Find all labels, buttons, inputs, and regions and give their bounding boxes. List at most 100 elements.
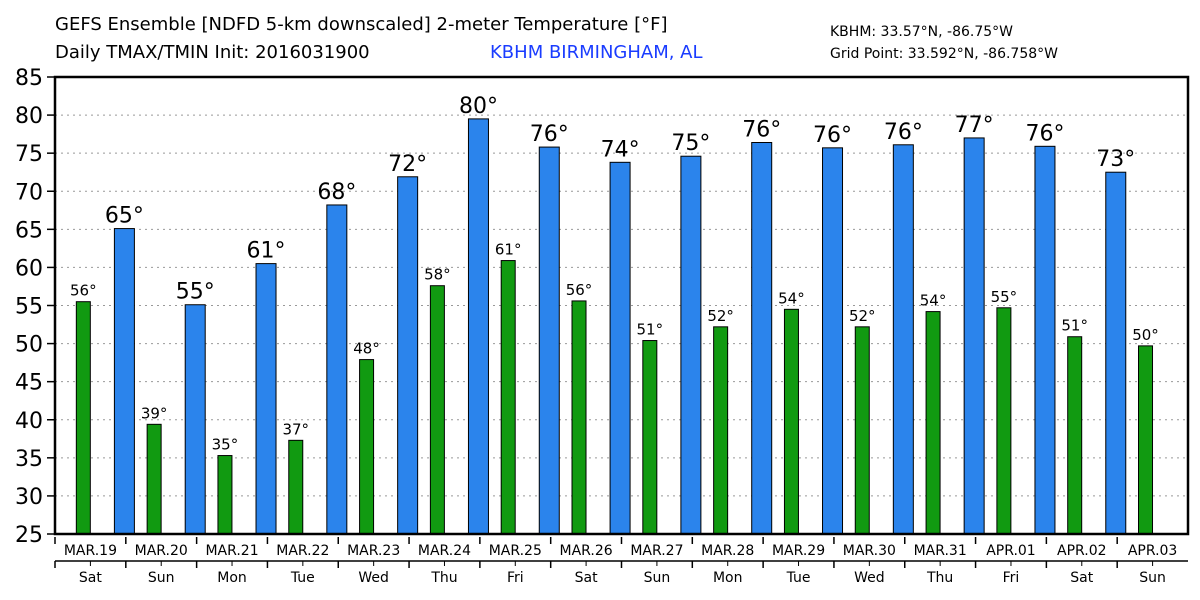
x-weekday-label: Fri bbox=[507, 570, 524, 586]
tmin-label: 35° bbox=[212, 436, 239, 454]
tmin-label: 56° bbox=[566, 281, 593, 299]
x-weekday-label: Tue bbox=[786, 570, 811, 586]
x-weekday-label: Sat bbox=[575, 570, 598, 586]
y-tick-label: 35 bbox=[15, 447, 43, 472]
grid-point-coords: Grid Point: 33.592°N, -86.758°W bbox=[830, 46, 1058, 62]
y-tick-label: 25 bbox=[15, 523, 43, 548]
x-date-label: MAR.23 bbox=[347, 543, 400, 559]
tmin-label: 54° bbox=[778, 289, 805, 307]
tmax-bar bbox=[1105, 171, 1127, 535]
x-weekday-label: Sun bbox=[1139, 570, 1166, 586]
tmax-bar bbox=[822, 147, 844, 535]
tmax-label: 76° bbox=[813, 123, 852, 148]
tmin-bar bbox=[1067, 336, 1083, 535]
tmin-bar bbox=[288, 439, 304, 535]
tmin-bar bbox=[571, 300, 587, 535]
y-tick-label: 65 bbox=[15, 218, 43, 243]
y-tick-label: 85 bbox=[15, 66, 43, 91]
y-tick-label: 60 bbox=[15, 256, 43, 281]
x-date-label: MAR.19 bbox=[64, 543, 117, 559]
station-name: KBHM BIRMINGHAM, AL bbox=[490, 42, 703, 63]
y-tick-label: 55 bbox=[15, 295, 43, 320]
tmax-label: 73° bbox=[1096, 147, 1135, 172]
y-tick-label: 30 bbox=[15, 485, 43, 510]
y-tick-label: 80 bbox=[15, 104, 43, 129]
x-date-label: MAR.28 bbox=[701, 543, 754, 559]
x-weekday-label: Thu bbox=[430, 570, 457, 586]
tmax-label: 76° bbox=[742, 118, 781, 143]
tmax-label: 77° bbox=[955, 113, 994, 138]
tmin-bar bbox=[359, 359, 375, 535]
tmax-label: 55° bbox=[176, 280, 215, 305]
tmax-label: 80° bbox=[459, 94, 498, 119]
tmin-label: 55° bbox=[991, 288, 1018, 306]
tmin-bar bbox=[713, 326, 729, 535]
tmin-bar bbox=[925, 311, 941, 535]
chart-subtitle: Daily TMAX/TMIN Init: 2016031900 bbox=[55, 42, 370, 63]
tmax-bar bbox=[184, 304, 206, 535]
tmax-bar bbox=[326, 204, 348, 535]
tmin-label: 54° bbox=[920, 292, 947, 310]
x-date-label: APR.03 bbox=[1128, 543, 1178, 559]
tmax-label: 75° bbox=[671, 131, 710, 156]
tmax-bar bbox=[609, 161, 631, 535]
tmin-label: 56° bbox=[70, 282, 97, 300]
x-date-label: MAR.24 bbox=[418, 543, 471, 559]
tmax-label: 76° bbox=[530, 122, 569, 147]
x-weekday-label: Tue bbox=[290, 570, 315, 586]
tmin-label: 51° bbox=[1061, 317, 1088, 335]
tmax-label: 61° bbox=[247, 239, 286, 264]
y-tick-label: 40 bbox=[15, 409, 43, 434]
tmax-label: 68° bbox=[317, 180, 356, 205]
x-weekday-label: Sat bbox=[1070, 570, 1093, 586]
x-weekday-label: Thu bbox=[926, 570, 953, 586]
x-weekday-label: Wed bbox=[358, 570, 389, 586]
tmin-bar bbox=[429, 285, 445, 535]
y-tick-label: 70 bbox=[15, 180, 43, 205]
tmax-bar bbox=[963, 137, 985, 535]
tmax-bar bbox=[467, 118, 489, 535]
x-date-label: MAR.26 bbox=[560, 543, 613, 559]
tmax-bar bbox=[113, 228, 135, 535]
x-date-label: MAR.27 bbox=[630, 543, 683, 559]
tmax-bar bbox=[892, 144, 914, 535]
tmin-bar bbox=[75, 301, 91, 535]
tmin-label: 50° bbox=[1132, 326, 1159, 344]
x-date-label: MAR.22 bbox=[276, 543, 329, 559]
x-date-label: MAR.30 bbox=[843, 543, 896, 559]
tmax-label: 76° bbox=[1025, 121, 1064, 146]
tmin-label: 52° bbox=[849, 307, 876, 325]
x-date-label: APR.02 bbox=[1057, 543, 1107, 559]
tmin-bar bbox=[996, 307, 1012, 535]
tmax-bar bbox=[1034, 145, 1056, 535]
x-date-label: MAR.29 bbox=[772, 543, 825, 559]
tmax-bar bbox=[680, 155, 702, 535]
tmax-label: 72° bbox=[388, 152, 427, 177]
x-weekday-label: Mon bbox=[713, 570, 743, 586]
plot-frame bbox=[53, 75, 1190, 536]
tmin-bar bbox=[783, 308, 799, 535]
tmin-label: 61° bbox=[495, 241, 522, 259]
tmax-label: 76° bbox=[884, 120, 923, 145]
tmin-bar bbox=[146, 423, 162, 535]
tmin-label: 51° bbox=[637, 321, 664, 339]
x-weekday-label: Sun bbox=[644, 570, 671, 586]
tmin-label: 37° bbox=[282, 420, 309, 438]
tmin-bar bbox=[642, 340, 658, 535]
tmin-bar bbox=[854, 326, 870, 535]
tmax-label: 74° bbox=[601, 137, 640, 162]
x-date-label: MAR.21 bbox=[205, 543, 258, 559]
y-tick-label: 45 bbox=[15, 371, 43, 396]
x-weekday-label: Wed bbox=[854, 570, 885, 586]
tmax-bar bbox=[751, 142, 773, 535]
x-weekday-label: Fri bbox=[1003, 570, 1020, 586]
tmax-bar bbox=[538, 146, 560, 535]
tmin-label: 52° bbox=[707, 307, 734, 325]
tmax-bar bbox=[255, 263, 277, 535]
x-weekday-label: Sun bbox=[148, 570, 175, 586]
x-date-label: MAR.31 bbox=[914, 543, 967, 559]
tmin-bar bbox=[500, 260, 516, 535]
x-weekday-label: Mon bbox=[217, 570, 247, 586]
